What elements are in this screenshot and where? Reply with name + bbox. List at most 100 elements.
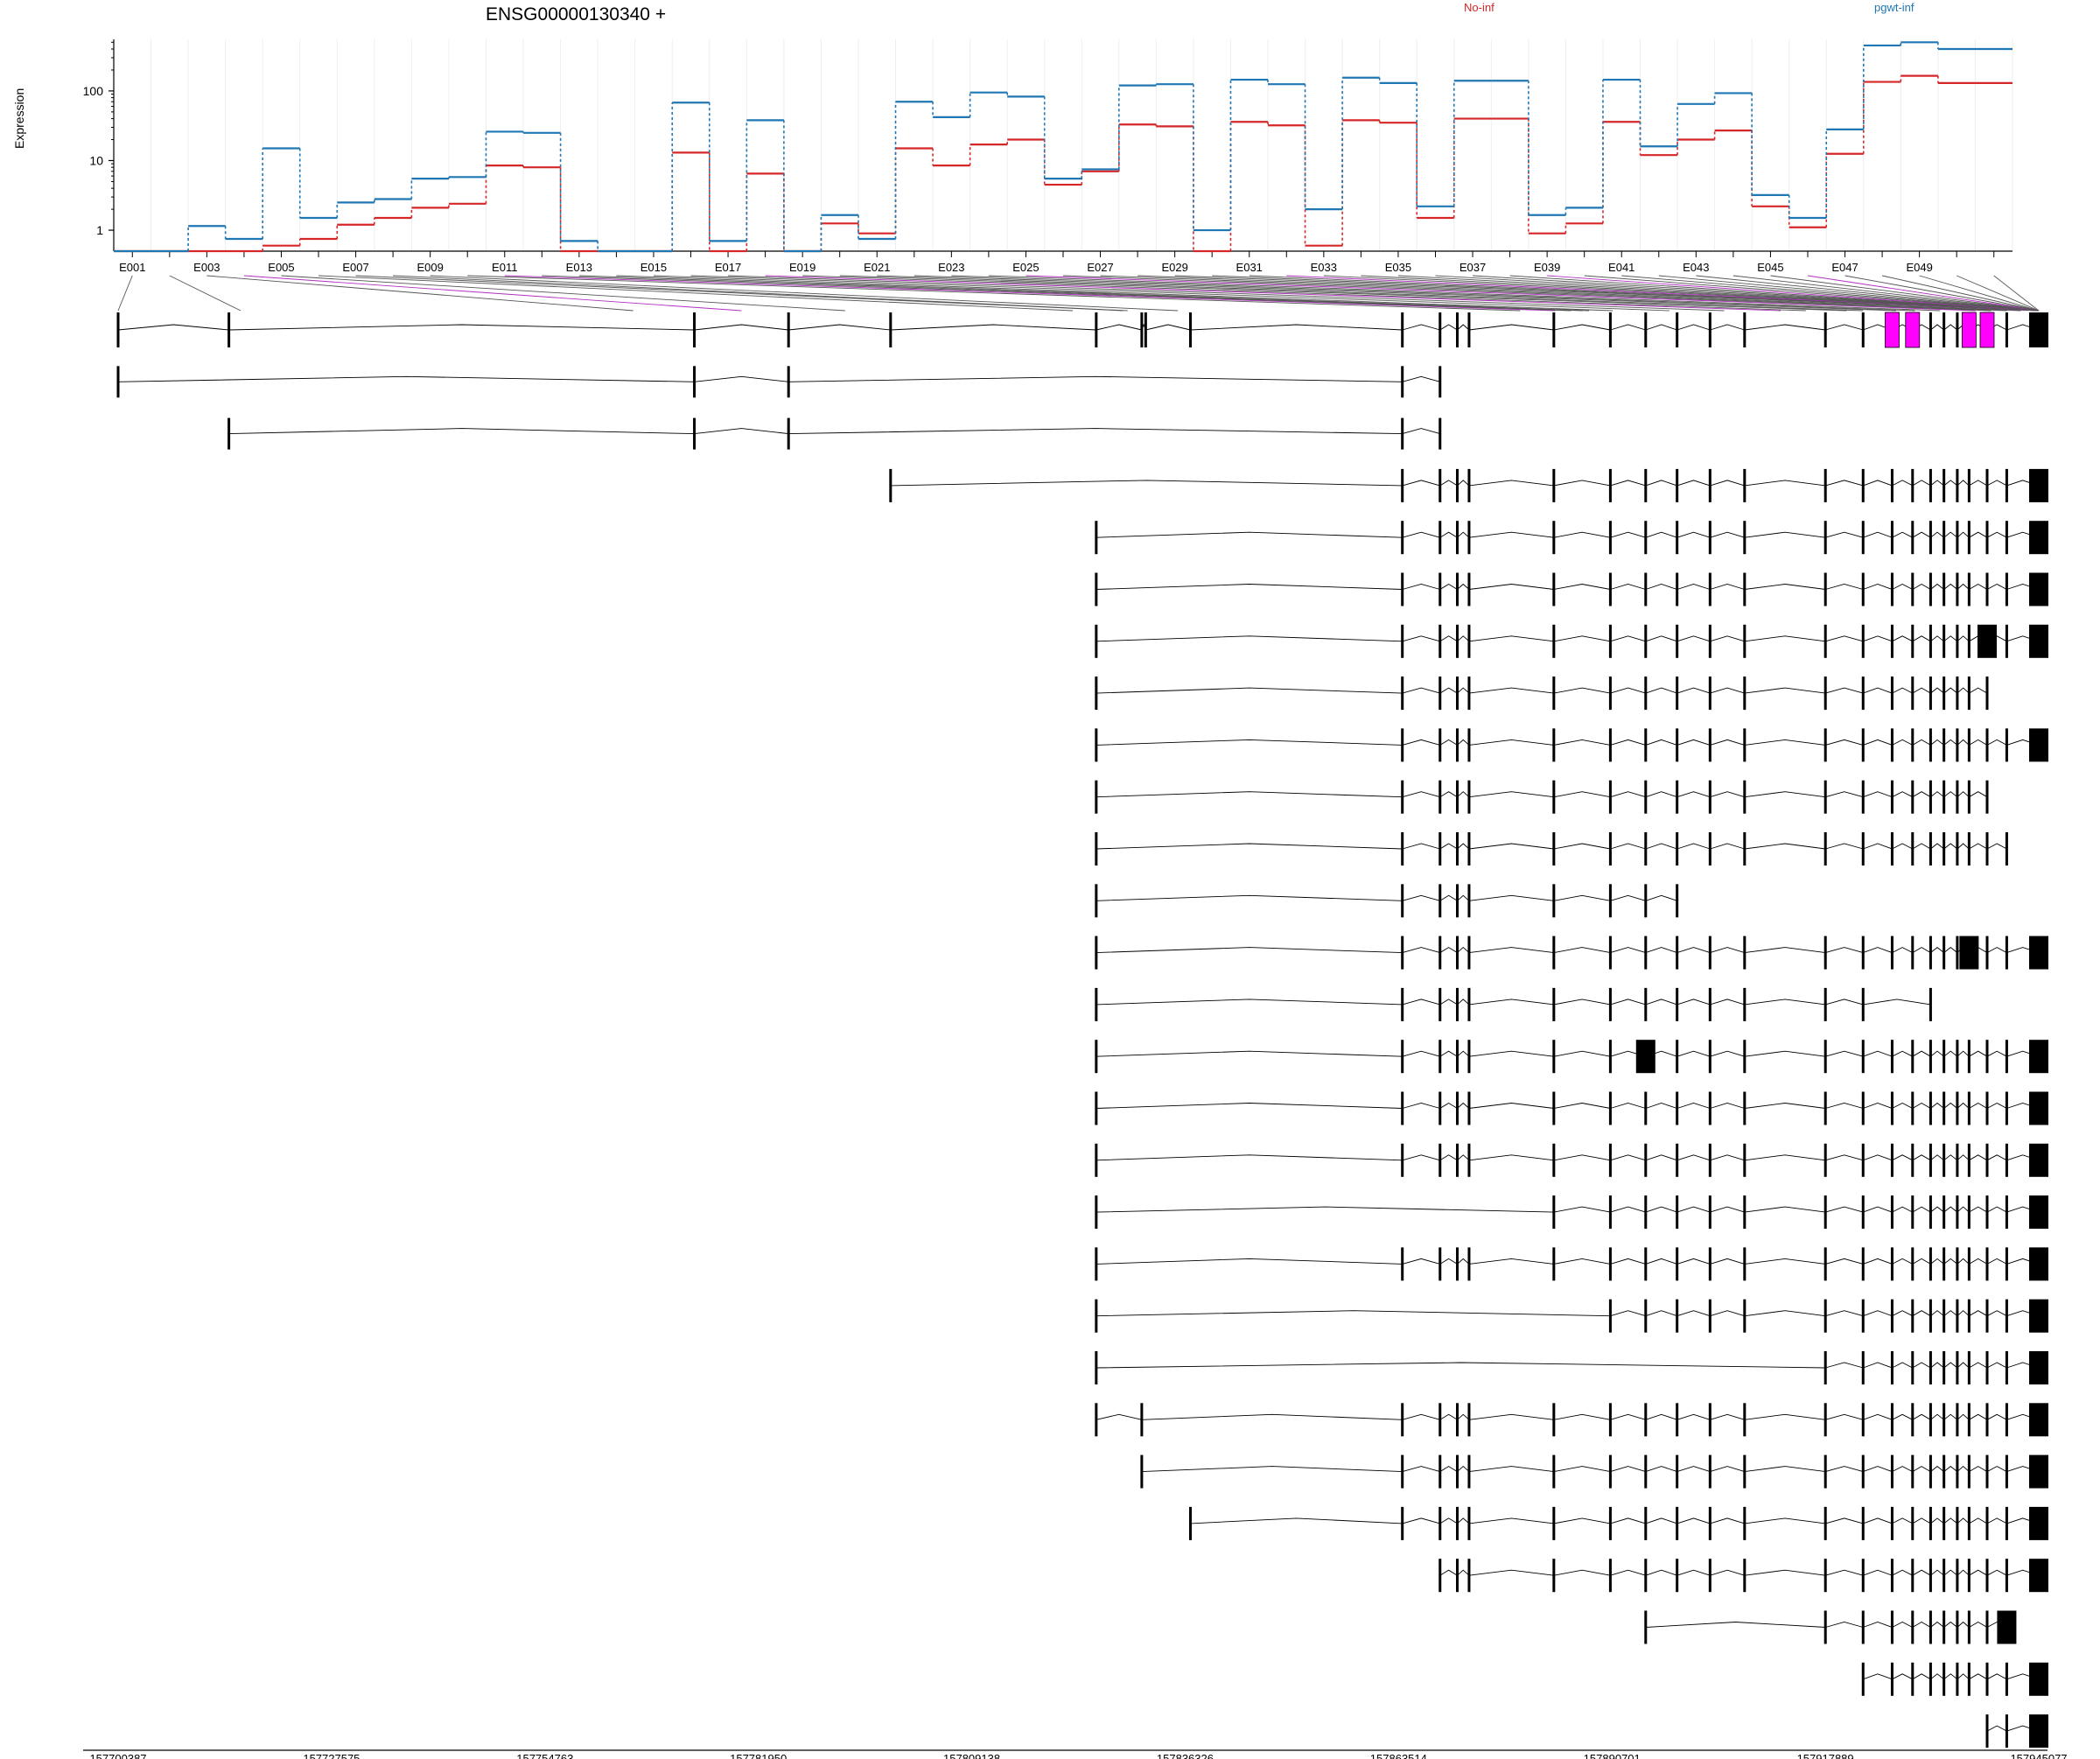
exon-block [1401, 521, 1404, 555]
exon-label: E037 [1460, 261, 1486, 274]
exon-block [1095, 1195, 1098, 1230]
exon-block [1967, 1610, 1970, 1644]
exon-block [1890, 1299, 1894, 1333]
intron-line [1863, 843, 1893, 850]
intron-line [1468, 843, 1554, 850]
exon-block [1644, 1506, 1648, 1540]
intron-line [1912, 1258, 1931, 1265]
intron-line [788, 375, 1403, 382]
intron-line [1930, 1310, 1944, 1317]
intron-line [1912, 1102, 1931, 1109]
intron-line [1744, 1154, 1826, 1161]
exon-connector [1100, 275, 2007, 312]
intron-line [1892, 1206, 1913, 1213]
exon-block [1552, 728, 1556, 762]
intron-line [1825, 531, 1864, 538]
intron-line [1892, 1258, 1913, 1265]
exon-block [1401, 884, 1404, 918]
exon-block [1455, 468, 1459, 502]
intron-line [1710, 999, 1745, 1006]
exon-connector [690, 275, 1670, 312]
intron-line [1863, 1050, 1893, 1057]
intron-line [1943, 1050, 1958, 1057]
exon-block [1095, 676, 1098, 711]
exon-block [1967, 1351, 1970, 1384]
exon-block [1708, 624, 1712, 658]
exon-block [1824, 1195, 1827, 1230]
exon-block [2029, 521, 2048, 555]
intron-line [1710, 1050, 1745, 1057]
intron-line [1676, 1517, 1711, 1524]
intron-line [788, 324, 891, 331]
exon-block [1708, 936, 1712, 970]
intron-line [1457, 1102, 1470, 1109]
exon-block [1608, 1143, 1612, 1177]
exon-block [1455, 676, 1459, 711]
intron-line [1943, 1154, 1958, 1161]
exon-block [1967, 780, 1970, 814]
intron-line [1710, 1206, 1745, 1213]
exon-block [1956, 1403, 1959, 1437]
intron-line [1930, 1466, 1944, 1472]
intron-line [1710, 531, 1745, 538]
intron-line [1676, 1310, 1711, 1317]
intron-line [1676, 531, 1711, 538]
exon-block [1455, 1403, 1459, 1437]
intron-line [1457, 946, 1470, 953]
exon-block [1644, 1610, 1648, 1644]
intron-line [1457, 531, 1470, 538]
intron-line [1863, 1622, 1893, 1628]
intron-line [1468, 531, 1554, 538]
exon-block [1676, 1143, 1679, 1177]
intron-line [1744, 584, 1826, 590]
intron-line [1553, 947, 1611, 954]
exon-block [2029, 1091, 2048, 1125]
exon-block [1467, 572, 1471, 606]
intron-line [1969, 1362, 1988, 1369]
exon-block [1743, 936, 1746, 970]
intron-line [1892, 791, 1913, 798]
exon-block [1928, 312, 1932, 347]
exon-block [1552, 468, 1556, 502]
exon-block [1095, 936, 1098, 970]
intron-line [1468, 1569, 1554, 1576]
exon-block [1467, 780, 1471, 814]
exon-label: E043 [1683, 261, 1709, 274]
exon-block [1928, 521, 1932, 555]
intron-line [1956, 1362, 1970, 1369]
transcript-model [1140, 1454, 2048, 1489]
exon-block [1942, 1091, 1946, 1125]
exon-block [1890, 1403, 1894, 1437]
exon-block [1967, 832, 1970, 865]
exon-block [1608, 1195, 1612, 1230]
exon-block [1890, 1662, 1894, 1696]
exon-block [1967, 572, 1970, 606]
exon-block [1928, 676, 1932, 711]
intron-line [1457, 583, 1470, 590]
exon-block [1861, 936, 1865, 970]
exon-connector [914, 275, 1896, 312]
intron-line [1439, 480, 1458, 487]
exon-block [1824, 1091, 1827, 1125]
exon-block [1861, 1195, 1865, 1230]
exon-connector [765, 275, 1782, 312]
exon-block [1985, 1506, 1989, 1540]
exon-connector [1770, 275, 2040, 312]
intron-line [1912, 1050, 1931, 1057]
exon-block [1743, 987, 1746, 1021]
intron-line [1986, 1569, 2007, 1576]
intron-line [1710, 324, 1745, 331]
genomic-tick-label: 157809138 [943, 1752, 1000, 1759]
intron-line [1645, 1413, 1677, 1420]
exon-block [1985, 521, 1989, 555]
exon-connector [169, 275, 242, 312]
exon-block [1824, 1559, 1827, 1593]
intron-line [1943, 1569, 1958, 1576]
intron-line [1710, 480, 1745, 487]
exon-label: E033 [1311, 261, 1337, 274]
exon-block [787, 417, 790, 450]
intron-line [1676, 480, 1711, 487]
exon-block [1928, 832, 1932, 865]
transcript-model [116, 312, 2048, 348]
intron-line [1468, 584, 1554, 590]
